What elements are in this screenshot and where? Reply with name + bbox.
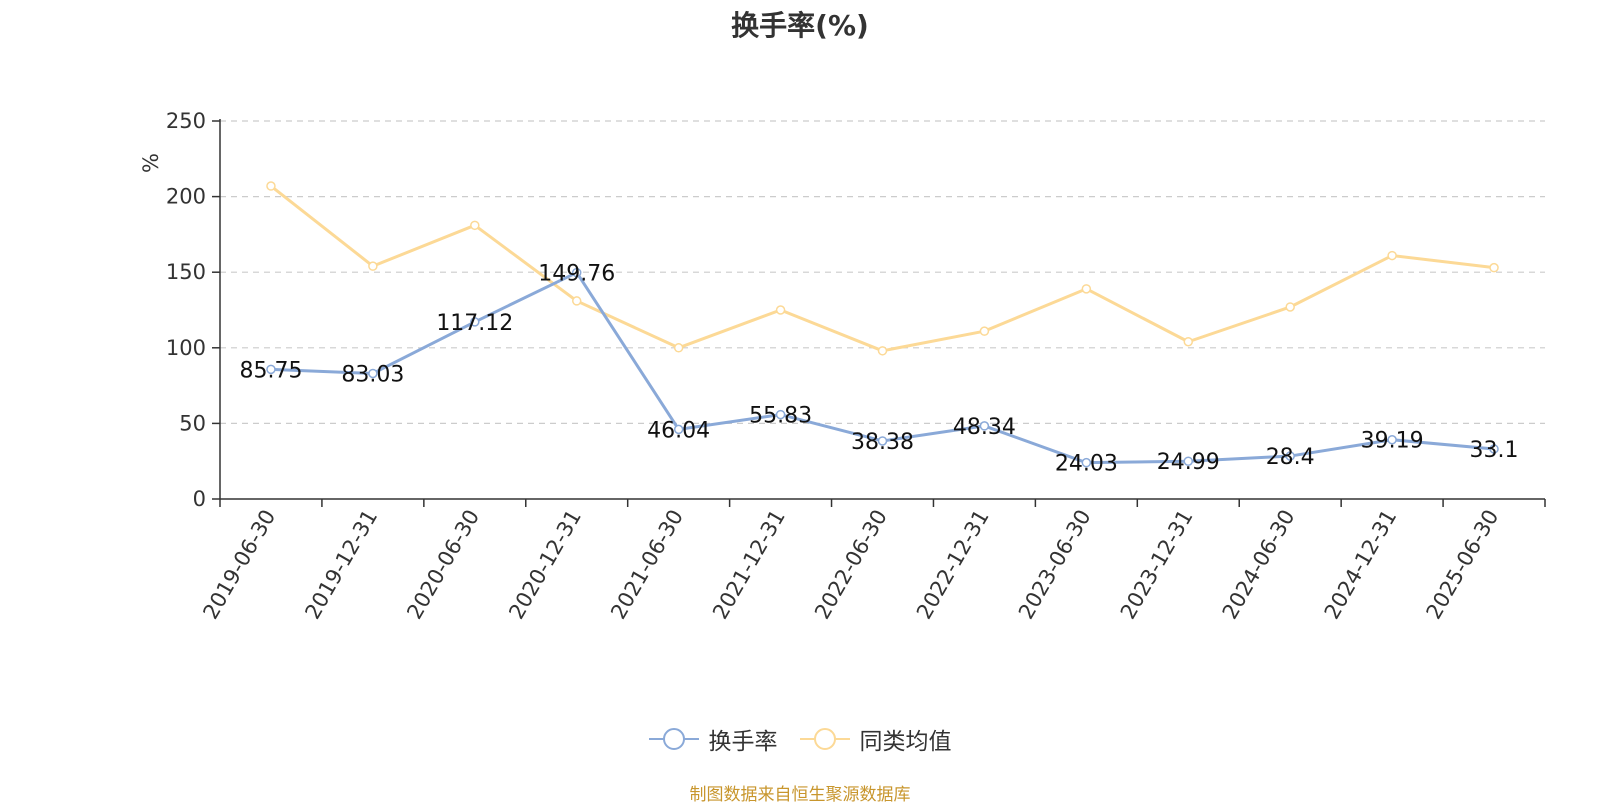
x-tick-label: 2019-12-31 [300, 506, 382, 624]
x-tick-label: 2021-06-30 [606, 506, 688, 624]
data-label: 48.34 [953, 415, 1016, 440]
peer-average-point [1489, 262, 1499, 273]
legend-label-peer-average: 同类均值 [859, 729, 952, 755]
peer-average-point [470, 220, 480, 231]
y-axis-ticks: 0 50 100 150 200 250 [166, 109, 220, 511]
y-tick-label: 150 [166, 260, 206, 284]
x-tick-label: 2020-06-30 [402, 506, 484, 624]
legend-item-turnover[interactable]: 换手率 [648, 722, 778, 756]
peer-average-point [877, 346, 888, 356]
legend-label-turnover: 换手率 [708, 729, 778, 755]
turnover-point [470, 317, 480, 327]
turnover-point [1387, 434, 1397, 445]
turnover-point [979, 421, 990, 431]
turnover-point [1489, 444, 1499, 454]
axes [219, 119, 1545, 500]
x-tick-label: 2019-06-30 [198, 506, 280, 624]
peer-average-point [1285, 302, 1295, 312]
turnover-point [1183, 456, 1194, 466]
y-tick-label: 100 [166, 336, 206, 360]
data-label: 24.03 [1055, 452, 1118, 477]
turnover-point [1081, 457, 1092, 468]
turnover-point [266, 364, 276, 375]
data-label: 24.99 [1157, 450, 1220, 475]
x-axis-ticks: 2019-06-30 2019-12-31 2020-06-30 2020-12-31… [198, 499, 1546, 624]
data-label: 39.19 [1361, 429, 1424, 454]
data-label: 33.1 [1470, 438, 1519, 463]
y-axis-unit-label: % [139, 153, 163, 173]
x-tick-label: 2020-12-31 [504, 506, 586, 624]
legend-line-circle-icon [799, 728, 850, 750]
data-label: 85.75 [239, 358, 302, 383]
peer-average-point [1387, 250, 1397, 261]
legend: 换手率 同类均值 [0, 722, 1600, 756]
chart-title: 换手率(%) [731, 9, 869, 42]
legend-line-circle-icon [648, 728, 699, 750]
data-label: 83.03 [341, 362, 404, 387]
turnover-point [1285, 451, 1295, 461]
legend-item-peer-average[interactable]: 同类均值 [799, 722, 952, 756]
data-label: 117.12 [436, 311, 513, 336]
data-label: 149.76 [538, 262, 615, 287]
x-tick-label: 2023-12-31 [1116, 506, 1198, 624]
series-layer [266, 181, 1499, 468]
turnover-point [571, 267, 582, 278]
turnover-point [368, 368, 378, 379]
x-tick-label: 2024-12-31 [1320, 506, 1402, 624]
x-tick-label: 2025-06-30 [1422, 506, 1504, 624]
peer-average-point [1081, 284, 1092, 294]
turnover-point [775, 409, 786, 420]
grid-lines [220, 120, 1545, 424]
data-label: 38.38 [851, 430, 914, 455]
x-tick-label: 2022-12-31 [912, 506, 994, 624]
x-tick-label: 2024-06-30 [1218, 506, 1300, 624]
peer-average-point [673, 343, 684, 353]
x-tick-label: 2022-06-30 [810, 506, 892, 624]
peer-average-point [266, 181, 276, 191]
turnover-point [673, 424, 684, 435]
turnover-point [877, 436, 888, 446]
y-tick-label: 200 [166, 185, 206, 209]
peer-average-point [775, 305, 786, 315]
data-labels: 85.75 83.03 117.12 149.76 46.04 55.83 38.38 48.… [239, 262, 1518, 477]
peer-average-point [1183, 337, 1194, 347]
peer-average-point [368, 261, 378, 271]
x-tick-label: 2023-06-30 [1014, 506, 1096, 624]
data-label: 46.04 [647, 418, 710, 443]
source-note: 制图数据来自恒生聚源数据库 [689, 785, 911, 805]
y-tick-label: 0 [193, 487, 206, 511]
peer-average-point [571, 296, 582, 306]
peer-average-point [979, 326, 990, 336]
y-tick-label: 250 [166, 109, 206, 133]
x-tick-label: 2021-12-31 [708, 506, 790, 624]
y-tick-label: 50 [179, 411, 206, 435]
data-label: 28.4 [1266, 445, 1315, 470]
data-label: 55.83 [749, 404, 812, 429]
